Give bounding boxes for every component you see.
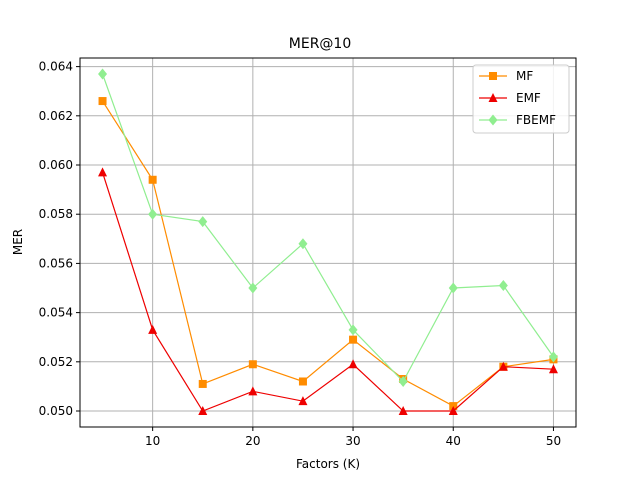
data-point-fbemf (148, 208, 158, 220)
x-tick-label: 10 (145, 434, 160, 448)
data-point-fbemf (248, 282, 258, 294)
legend-box (472, 64, 570, 134)
data-point-emf (298, 396, 308, 406)
data-point-fbemf (348, 324, 358, 336)
data-point-fbemf (398, 375, 408, 387)
y-tick-label: 0.062 (39, 109, 73, 123)
series-line-fbemf (101, 73, 554, 383)
y-tick-label: 0.054 (39, 306, 73, 320)
legend-label-emf: EMF (516, 91, 541, 105)
data-point-emf (548, 364, 558, 374)
legend-marker-fbemf (488, 114, 498, 126)
data-point-mf (298, 377, 307, 386)
legend: MF EMF FBEMF (472, 64, 570, 134)
data-point-fbemf (98, 68, 108, 80)
data-point-emf (148, 324, 158, 334)
data-point-fbemf (548, 351, 558, 363)
chart-title: MER@10 (289, 36, 351, 52)
x-axis-label: Factors (K) (296, 457, 360, 471)
grid-lines (80, 58, 576, 427)
data-point-mf (98, 97, 107, 106)
legend-label-fbemf: FBEMF (516, 113, 556, 127)
y-tick-label: 0.058 (39, 207, 73, 221)
y-tick-label: 0.052 (39, 355, 73, 369)
x-tick-label: 40 (446, 434, 461, 448)
y-tick-label: 0.050 (39, 404, 73, 418)
data-point-emf (498, 361, 508, 371)
series-layer (98, 68, 558, 416)
series-fbemf (98, 68, 558, 387)
x-tick-label: 30 (345, 434, 360, 448)
y-tick-label: 0.060 (39, 158, 73, 172)
data-point-emf (198, 406, 208, 416)
data-point-fbemf (498, 280, 508, 292)
legend-item-emf: EMF (479, 91, 541, 105)
plot-area (79, 57, 577, 428)
x-tick-label: 20 (245, 434, 260, 448)
legend-marker-emf (488, 93, 498, 102)
series-line-emf (101, 172, 554, 412)
x-axis: 10 20 30 40 50 (145, 427, 561, 448)
x-tick-label: 50 (546, 434, 561, 448)
data-point-emf (398, 406, 408, 416)
legend-item-mf: MF (479, 69, 533, 83)
series-line-mf (102, 100, 554, 407)
data-point-mf (349, 335, 358, 344)
y-tick-label: 0.064 (39, 60, 73, 74)
y-tick-label: 0.056 (39, 256, 73, 270)
data-point-emf (448, 406, 458, 416)
legend-marker-mf (489, 72, 497, 80)
data-point-emf (248, 386, 258, 396)
legend-label-mf: MF (516, 69, 533, 83)
series-emf (98, 167, 558, 416)
data-point-fbemf (198, 216, 208, 228)
data-point-emf (98, 167, 108, 177)
y-axis-label: MER (11, 229, 25, 255)
data-point-mf (198, 379, 207, 388)
data-point-mf (248, 360, 257, 369)
y-axis: 0.050 0.052 0.054 0.056 0.058 0.060 0.062 0.064 (39, 60, 80, 418)
legend-item-fbemf: FBEMF (479, 113, 556, 127)
data-point-emf (348, 359, 358, 369)
data-point-mf (148, 175, 157, 184)
data-point-fbemf (298, 238, 308, 250)
data-point-fbemf (448, 282, 458, 294)
